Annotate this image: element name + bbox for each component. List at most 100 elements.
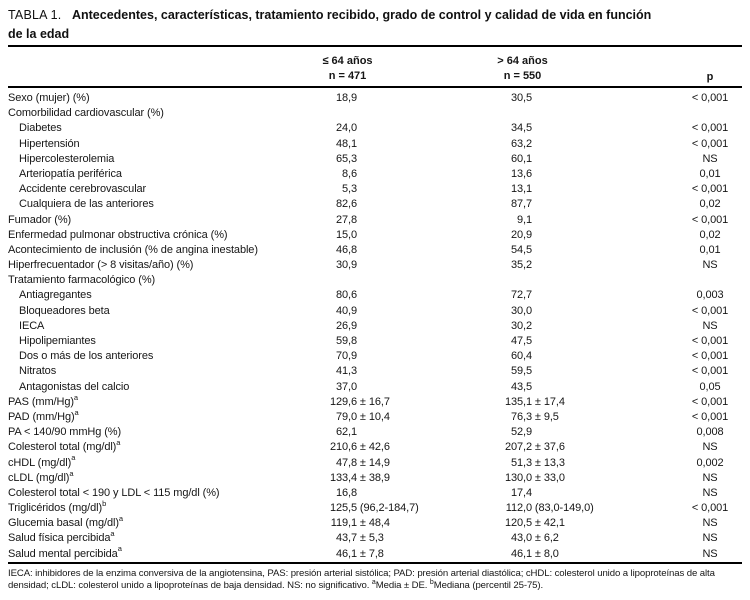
cell-le64: 65,3 [335, 152, 357, 165]
row-label-cell: Hipolipemiantes [8, 334, 260, 349]
row-label: Acontecimiento de inclusión (% de angina… [8, 243, 258, 256]
p-value: 0,05 [699, 380, 721, 393]
p-value: NS [702, 441, 718, 454]
row-label-cell: PAD (mm/Hg)a [8, 409, 260, 425]
row-label-cell: Acontecimiento de inclusión (% de angina… [8, 243, 260, 258]
p-value: NS [702, 319, 718, 332]
cell-p: 0,01 [610, 243, 742, 258]
cell-p: < 0,001 [610, 501, 742, 516]
table-row: Colesterol total < 190 y LDL < 115 mg/dl… [8, 486, 742, 501]
row-label: Salud física percibida [8, 532, 111, 545]
cell-p: NS [610, 471, 742, 486]
row-label: Colesterol total (mg/dl) [8, 441, 117, 454]
cell-gt64: 63,2 [510, 137, 532, 150]
p-value: < 0,001 [691, 410, 729, 423]
table-row: PAD (mm/Hg)a 79,0 ± 10,4 76,3 ± 9,5 < 0,… [8, 409, 742, 425]
row-label: Bloqueadores beta [19, 304, 110, 317]
header-gt64-n: n = 550 [503, 69, 542, 82]
cell-le64: 133,4 ± 38,9 [329, 471, 390, 484]
cell-le64: 46,1 ± 7,8 [335, 547, 384, 560]
cell-gt64: 207,2 ± 37,6 [504, 441, 565, 454]
cell-le64: 8,6 [341, 167, 357, 180]
row-label: cHDL (mg/dl) [8, 456, 72, 469]
row-label-cell: Colesterol total (mg/dl)a [8, 439, 260, 455]
p-value: NS [702, 259, 718, 272]
cell-p [610, 106, 742, 121]
table-row: Salud física percibidaa 43,7 ± 5,3 43,0 … [8, 530, 742, 546]
p-value: < 0,001 [691, 335, 729, 347]
cell-p: < 0,001 [610, 349, 742, 364]
cell-p: < 0,001 [610, 304, 742, 319]
p-value: 0,008 [696, 426, 724, 439]
p-value [678, 273, 742, 288]
cell-le64: 27,8 [335, 213, 357, 226]
rule-below-header [8, 86, 742, 88]
table-row: Dos o más de los anteriores 70,9 60,4 < … [8, 349, 742, 364]
p-value: 0,01 [699, 167, 721, 180]
cell-gt64: 59,5 [510, 365, 532, 378]
row-label: Hiperfrecuentador (> 8 visitas/año) (%) [8, 259, 194, 272]
cell-p: < 0,001 [610, 364, 742, 379]
table-row: IECA 26,9 30,2 NS [8, 319, 742, 334]
row-label: Arteriopatía periférica [19, 167, 122, 180]
row-label-cell: Arteriopatía periférica [8, 167, 260, 182]
cell-p: NS [610, 319, 742, 334]
row-label-cell: Triglicéridos (mg/dl)b [8, 500, 260, 516]
p-value: < 0,001 [691, 92, 729, 104]
row-label: Fumador (%) [8, 213, 72, 226]
row-label: Glucemia basal (mg/dl) [8, 517, 119, 530]
row-label-cell: Dos o más de los anteriores [8, 349, 260, 364]
row-label: Nitratos [19, 365, 57, 378]
cell-le64: 46,8 [335, 243, 357, 256]
cell-p: 0,01 [610, 167, 742, 182]
row-label-cell: PA < 140/90 mmHg (%) [8, 425, 260, 440]
row-label-cell: Hipertensión [8, 137, 260, 152]
cell-gt64: 30,2 [510, 319, 532, 332]
cell-gt64: 135,1 ± 17,4 [504, 395, 565, 408]
footnote-text: Media ± DE. [375, 580, 430, 592]
row-label-cell: Hiperfrecuentador (> 8 visitas/año) (%) [8, 258, 260, 273]
row-label-cell: Enfermedad pulmonar obstructiva crónica … [8, 228, 260, 243]
row-label-cell: Salud física percibidaa [8, 530, 260, 546]
row-footnote-marker: a [69, 468, 74, 478]
header-p-label: p [706, 71, 714, 83]
cell-gt64: 120,5 ± 42,1 [504, 517, 565, 530]
table-row: Hipolipemiantes 59,8 47,5 < 0,001 [8, 334, 742, 349]
row-label: cLDL (mg/dl) [8, 471, 70, 484]
table-row: Glucemia basal (mg/dl)a 119,1 ± 48,4 120… [8, 515, 742, 531]
cell-le64: 5,3 [341, 183, 357, 196]
p-value: NS [702, 532, 718, 545]
row-label: Antiagregantes [19, 289, 92, 302]
cell-p: < 0,001 [610, 91, 742, 106]
cell-gt64: 60,1 [510, 152, 532, 165]
table-row: Salud mental percibidaa 46,1 ± 7,8 46,1 … [8, 545, 742, 562]
row-label-cell: Comorbilidad cardiovascular (%) [8, 106, 260, 121]
cell-p: NS [610, 547, 742, 562]
p-value: 0,02 [699, 228, 721, 241]
cell-p: < 0,001 [610, 334, 742, 349]
row-label: PA < 140/90 mmHg (%) [8, 426, 122, 439]
row-label: Hipertensión [19, 137, 80, 150]
p-value: 0,02 [699, 198, 721, 211]
row-label-cell: Colesterol total < 190 y LDL < 115 mg/dl… [8, 486, 260, 501]
row-label: IECA [19, 319, 45, 332]
table-row: Acontecimiento de inclusión (% de angina… [8, 243, 742, 258]
table-row: cHDL (mg/dl)a 47,8 ± 14,9 51,3 ± 13,3 0,… [8, 454, 742, 471]
cell-le64: 129,6 ± 16,7 [329, 395, 390, 408]
cell-le64: 62,1 [335, 426, 357, 439]
cell-p: 0,008 [610, 425, 742, 440]
table-row: Bloqueadores beta 40,9 30,0 < 0,001 [8, 304, 742, 319]
p-value: 0,003 [696, 289, 724, 302]
table-title: TABLA 1. Antecedentes, características, … [8, 0, 742, 43]
cell-gt64: 17,4 [510, 486, 532, 499]
p-value: < 0,001 [691, 350, 729, 363]
table-number-label: TABLA 1. [8, 8, 62, 22]
table-row: PA < 140/90 mmHg (%) 62,1 52,9 0,008 [8, 425, 742, 440]
row-label: Comorbilidad cardiovascular (%) [8, 107, 164, 120]
cell-le64: 43,7 ± 5,3 [335, 532, 384, 545]
cell-p: < 0,001 [610, 395, 742, 410]
p-value: < 0,001 [691, 183, 729, 196]
cell-p: NS [610, 258, 742, 273]
cell-le64: 26,9 [335, 319, 357, 332]
header-p: p [610, 71, 742, 83]
